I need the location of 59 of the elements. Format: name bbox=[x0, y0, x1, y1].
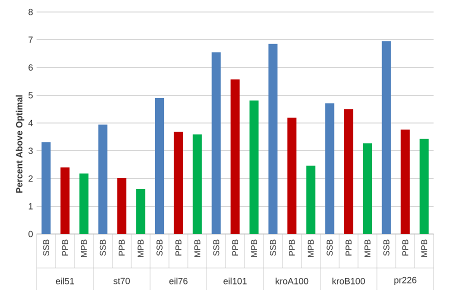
text: SSB bbox=[326, 240, 333, 256]
y-tick-label: 4 bbox=[28, 120, 33, 126]
bar bbox=[136, 189, 146, 234]
text: SSB bbox=[100, 240, 106, 256]
y-tick-label: 3 bbox=[28, 148, 33, 154]
bar bbox=[174, 132, 183, 234]
bar bbox=[306, 166, 316, 234]
bar bbox=[230, 79, 240, 234]
bar bbox=[42, 142, 51, 234]
text: MPB bbox=[364, 240, 370, 257]
bar bbox=[382, 41, 391, 234]
text: PPB bbox=[118, 240, 125, 256]
text: SSB bbox=[156, 240, 163, 256]
text: PPB bbox=[176, 240, 182, 256]
bar bbox=[287, 118, 296, 234]
bar bbox=[362, 143, 372, 234]
x-tick-label: eil51 bbox=[56, 278, 74, 284]
bar bbox=[250, 100, 259, 234]
bar bbox=[400, 130, 410, 234]
text: PPB bbox=[62, 240, 68, 256]
text: SSB bbox=[383, 240, 390, 256]
bar bbox=[420, 138, 429, 234]
text: MPB bbox=[421, 240, 428, 257]
bar bbox=[344, 109, 354, 234]
bar bbox=[98, 124, 108, 234]
text: MPB bbox=[194, 240, 200, 257]
y-axis-title: Percent Above Optimal bbox=[16, 95, 24, 193]
x-tick-label: kroA100 bbox=[276, 278, 308, 284]
bar bbox=[268, 44, 278, 234]
text: SSB bbox=[213, 240, 220, 256]
text: PPB bbox=[288, 240, 295, 256]
bar bbox=[325, 103, 334, 234]
y-tick-label: 8 bbox=[28, 8, 33, 16]
text: MPB bbox=[138, 240, 144, 257]
text: PPB bbox=[232, 240, 238, 256]
bar bbox=[192, 134, 202, 234]
x-tick-label: st70 bbox=[113, 278, 130, 284]
x-tick-label: pr226 bbox=[394, 276, 416, 286]
bar bbox=[79, 174, 88, 234]
y-tick-label: 6 bbox=[28, 64, 33, 71]
bar bbox=[212, 52, 221, 234]
text: SSB bbox=[43, 240, 50, 256]
text: SSB bbox=[270, 240, 276, 256]
text: MPB bbox=[251, 240, 257, 257]
bar bbox=[60, 167, 70, 234]
y-tick-label: 2 bbox=[28, 175, 33, 182]
y-tick-label: 1 bbox=[28, 203, 33, 210]
y-tick-label: 5 bbox=[28, 92, 33, 98]
text: PPB bbox=[346, 240, 352, 256]
text: PPB bbox=[402, 240, 408, 256]
x-tick-label: eil101 bbox=[224, 278, 247, 284]
y-tick-label: 7 bbox=[28, 36, 33, 43]
x-tick-label: kroB100 bbox=[332, 278, 365, 284]
text: MPB bbox=[308, 240, 314, 257]
y-tick-label: 0 bbox=[28, 230, 33, 238]
bar bbox=[154, 98, 164, 234]
text: MPB bbox=[80, 240, 87, 257]
x-tick-label: eil76 bbox=[169, 278, 188, 284]
bar bbox=[117, 178, 126, 234]
